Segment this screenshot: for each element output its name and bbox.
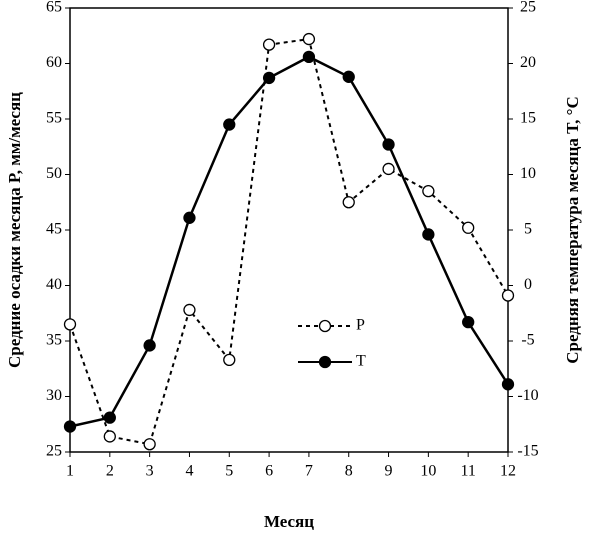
series-line <box>69 55 510 428</box>
y2-tick-label: 15 <box>520 110 536 127</box>
plot-frame <box>69 7 509 453</box>
x-tick-label: 4 <box>185 463 193 480</box>
y2-axis-label: Средняя температура месяца T, °C <box>563 96 582 364</box>
y2-tick-label: 20 <box>520 54 536 71</box>
y-tick-label: 60 <box>46 54 62 71</box>
marker <box>103 430 116 443</box>
y2-tick-label: 5 <box>524 221 532 238</box>
marker <box>223 118 236 131</box>
y-tick-label: 45 <box>46 221 62 238</box>
marker <box>382 138 395 151</box>
y2-tick-label: 10 <box>520 165 536 182</box>
marker <box>63 420 77 433</box>
x-tick-label: 6 <box>265 463 273 480</box>
legend-marker <box>318 355 332 369</box>
x-tick-label: 2 <box>106 463 114 480</box>
x-tick-label: 5 <box>225 463 233 480</box>
x-tick-label: 11 <box>460 463 475 480</box>
x-tick-label: 9 <box>385 463 393 480</box>
marker <box>342 196 355 209</box>
y-tick-label: 65 <box>46 0 62 16</box>
marker <box>462 221 475 234</box>
marker <box>63 318 77 331</box>
marker <box>462 315 475 329</box>
x-tick-label: 10 <box>420 463 436 480</box>
y2-tick-label: -15 <box>517 443 538 460</box>
x-tick-label: 8 <box>345 463 353 480</box>
y-tick-label: 40 <box>46 276 62 293</box>
marker <box>262 71 276 85</box>
marker <box>262 38 276 51</box>
marker <box>422 184 435 198</box>
marker <box>103 411 116 424</box>
y2-tick-label: 0 <box>524 276 532 293</box>
x-tick-label: 12 <box>500 463 516 480</box>
marker <box>501 378 515 391</box>
y2-tick-label: -5 <box>521 332 534 349</box>
y-tick-label: 35 <box>46 332 62 349</box>
marker <box>143 438 156 451</box>
x-tick-label: 1 <box>66 463 74 480</box>
marker <box>223 353 236 367</box>
marker <box>183 211 196 224</box>
legend-marker <box>318 319 332 333</box>
y-tick-label: 55 <box>46 110 62 127</box>
x-axis-label: Месяц <box>264 512 314 531</box>
x-tick-label: 3 <box>146 463 154 480</box>
marker <box>183 303 196 317</box>
y2-tick-label: -10 <box>517 387 538 404</box>
legend-label: T <box>356 353 366 370</box>
marker <box>143 339 156 352</box>
series-line <box>69 37 509 446</box>
y-tick-label: 25 <box>46 443 62 460</box>
y-tick-label: 30 <box>46 387 62 404</box>
marker <box>501 289 515 302</box>
y2-tick-label: 25 <box>520 0 536 16</box>
marker <box>302 50 316 63</box>
y-axis-label: Средние осадки месяца P, мм/месяц <box>5 92 24 368</box>
marker <box>382 162 395 176</box>
marker <box>302 32 316 46</box>
marker <box>342 70 355 83</box>
legend-label: P <box>356 317 365 334</box>
marker <box>422 228 435 241</box>
x-tick-label: 7 <box>305 463 313 480</box>
y-tick-label: 50 <box>46 165 62 182</box>
